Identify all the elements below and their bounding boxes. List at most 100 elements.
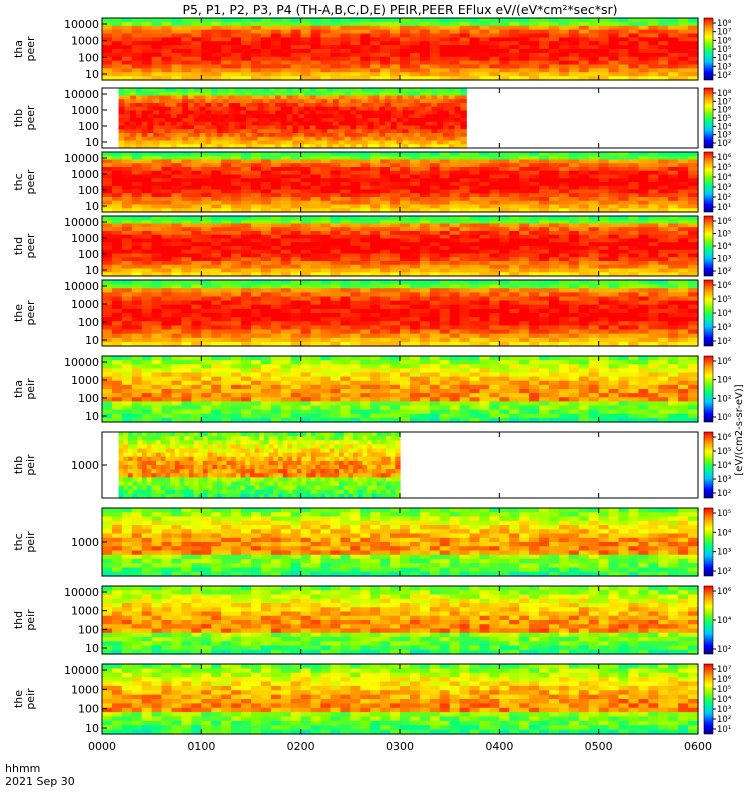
heatmap-cell <box>469 284 481 289</box>
heatmap-cell <box>260 249 272 255</box>
heatmap-cell <box>568 257 580 262</box>
heatmap-cell <box>135 125 143 130</box>
heatmap-cell <box>141 133 149 138</box>
heatmap-cell <box>628 227 639 232</box>
heatmap-cell <box>568 178 580 183</box>
heatmap-cell <box>558 313 570 318</box>
heatmap-cell <box>211 60 222 66</box>
heatmap-cell <box>618 182 630 187</box>
heatmap-cell <box>628 60 639 66</box>
heatmap-cell <box>201 25 212 31</box>
heatmap-cell <box>499 174 510 179</box>
heatmap-cell <box>419 253 431 258</box>
heatmap-cell <box>678 193 689 198</box>
heatmap-cell <box>251 253 262 258</box>
y-tick-label: 10000 <box>64 88 99 101</box>
heatmap-cell <box>409 204 421 209</box>
heatmap-cell <box>340 257 351 262</box>
heatmap-cell <box>102 300 113 306</box>
heatmap-cell <box>292 140 299 145</box>
heatmap-cell <box>419 223 431 228</box>
heatmap-cell <box>568 185 580 191</box>
heatmap-cell <box>211 296 222 302</box>
heatmap-cell <box>191 268 202 273</box>
heatmap-cell <box>270 45 282 50</box>
heatmap-cell <box>479 313 490 318</box>
heatmap-cell <box>558 25 570 31</box>
heatmap-cell <box>141 185 153 191</box>
heatmap-cell <box>459 268 471 273</box>
heatmap-cell <box>315 144 322 149</box>
heatmap-cell <box>320 223 332 228</box>
heatmap-cell <box>360 56 371 62</box>
heatmap-cell <box>678 219 689 225</box>
colorbar-tick-label: 10⁵ <box>717 230 731 240</box>
heatmap-cell <box>360 182 371 187</box>
heatmap-cell <box>479 208 490 213</box>
heatmap-cell <box>181 60 192 66</box>
heatmap-cell <box>303 136 311 142</box>
heatmap-cell <box>201 288 212 293</box>
heatmap-cell <box>658 21 669 27</box>
heatmap-cell <box>111 37 123 42</box>
heatmap-cell <box>688 238 699 243</box>
heatmap-cell <box>340 242 351 247</box>
heatmap-cell <box>588 152 600 157</box>
colorbar-tick-label: 10³ <box>717 62 731 72</box>
heatmap-cell <box>320 204 332 209</box>
heatmap-cell <box>240 99 247 104</box>
heatmap-cell <box>201 227 212 232</box>
heatmap-cell <box>429 300 441 306</box>
heatmap-cell <box>361 99 369 104</box>
heatmap-cell <box>257 129 265 134</box>
heatmap-cell <box>618 333 630 339</box>
heatmap-cell <box>558 223 570 228</box>
heatmap-cell <box>439 253 451 258</box>
heatmap-cell <box>628 313 639 318</box>
heatmap-cell <box>263 91 270 97</box>
heatmap-cell <box>286 136 293 142</box>
heatmap-cell <box>489 193 500 198</box>
heatmap-cell <box>141 68 153 73</box>
heatmap-cell <box>102 329 113 335</box>
heatmap-cell <box>400 219 411 225</box>
heatmap-cell <box>459 155 471 161</box>
heatmap-cell <box>121 182 133 187</box>
heatmap-cell <box>251 246 262 251</box>
heatmap-cell <box>402 144 409 149</box>
heatmap-cell <box>618 268 630 273</box>
heatmap-cell <box>414 144 421 149</box>
heatmap-cell <box>327 91 334 97</box>
heatmap-cell <box>648 200 659 206</box>
heatmap-cell <box>608 197 620 202</box>
heatmap-cell <box>221 253 232 258</box>
heatmap-cell <box>141 313 153 318</box>
heatmap-cell <box>241 18 252 23</box>
heatmap-cell <box>300 68 312 73</box>
heatmap-cell <box>111 182 123 187</box>
heatmap-cell <box>638 216 649 221</box>
heatmap-cell <box>638 49 649 54</box>
heatmap-cell <box>419 317 431 322</box>
heatmap-cell <box>448 140 456 145</box>
heatmap-cell <box>211 300 222 306</box>
heatmap-cell <box>191 29 202 35</box>
heatmap-cell <box>549 280 560 285</box>
heatmap-cell <box>151 37 163 42</box>
heatmap-cell <box>578 29 590 35</box>
heatmap-cell <box>320 216 332 221</box>
heatmap-cell <box>628 223 639 228</box>
heatmap-cell <box>309 129 317 134</box>
heatmap-cell <box>327 140 334 145</box>
heatmap-cell <box>181 296 192 302</box>
heatmap-cell <box>171 72 183 77</box>
heatmap-cell <box>205 88 212 93</box>
heatmap-cell <box>380 321 391 326</box>
heatmap-cell <box>459 64 471 69</box>
heatmap-cell <box>449 64 461 69</box>
heatmap-cell <box>340 18 351 23</box>
heatmap-cell <box>300 189 312 194</box>
heatmap-cell <box>280 193 292 198</box>
heatmap-cell <box>121 253 133 258</box>
heatmap-cell <box>499 253 510 258</box>
